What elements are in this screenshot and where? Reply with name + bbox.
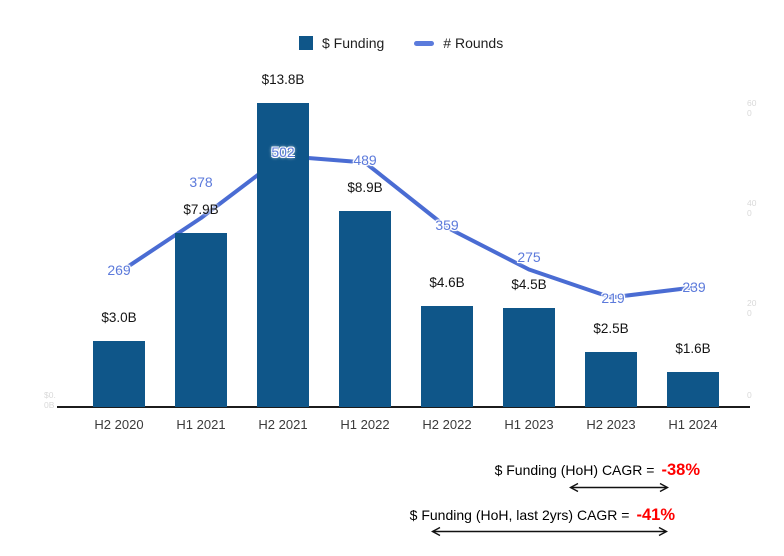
annotation-hoh-cagr-value: -38% — [661, 461, 700, 479]
funding-bar — [667, 371, 719, 407]
right-axis-tick: 0 — [747, 390, 752, 400]
x-axis-line — [57, 406, 750, 408]
legend-item-rounds: # Rounds — [414, 35, 503, 51]
rounds-point-label: 378 — [189, 174, 213, 190]
x-axis-label: H2 2020 — [94, 417, 144, 432]
legend-item-funding: $ Funding — [299, 35, 384, 51]
funding-bar-value-label: $13.8B — [261, 72, 305, 88]
funding-bar — [503, 308, 555, 407]
funding-bar-value-label: $3.0B — [101, 310, 137, 325]
funding-bar — [585, 352, 637, 407]
funding-bar — [93, 341, 145, 407]
funding-bar-value-label: $2.5B — [593, 321, 629, 336]
x-axis-label: H1 2022 — [340, 417, 390, 432]
legend-label-funding: $ Funding — [322, 35, 385, 51]
rounds-point-label: 502 — [271, 144, 295, 160]
funding-bar — [175, 233, 227, 407]
chart-legend: $ Funding # Rounds — [299, 35, 503, 51]
annotation-hoh-cagr: $ Funding (HoH) CAGR = -38% — [495, 461, 700, 480]
funding-bar — [421, 305, 473, 407]
rounds-swatch-icon — [414, 40, 435, 46]
funding-bar-value-label: $4.5B — [511, 277, 547, 292]
funding-bar — [339, 211, 391, 407]
funding-bar-value-label: $4.6B — [429, 274, 465, 290]
annotation-arrow-1 — [569, 482, 669, 493]
rounds-point-label: 489 — [353, 151, 377, 168]
annotation-hoh-2yr-cagr-label: $ Funding (HoH, last 2yrs) CAGR = — [409, 507, 630, 523]
x-axis-label: H2 2022 — [422, 417, 472, 432]
right-axis-tick: 400 — [747, 198, 757, 218]
funding-bar — [257, 103, 309, 407]
rounds-point-label: 239 — [682, 278, 706, 295]
rounds-point-label: 275 — [517, 248, 541, 265]
left-axis-tick: $0.0B — [44, 390, 56, 410]
rounds-point-label: 219 — [601, 289, 625, 306]
x-axis-label: H2 2021 — [258, 417, 308, 432]
x-axis-label: H1 2024 — [668, 417, 718, 432]
x-axis-label: H1 2023 — [504, 417, 554, 432]
rounds-point-label: 359 — [435, 216, 459, 233]
x-axis-label: H2 2023 — [586, 417, 636, 432]
funding-bar-value-label: $1.6B — [675, 340, 711, 356]
right-axis-tick: 600 — [747, 98, 757, 118]
annotation-arrow-2 — [431, 526, 668, 537]
legend-label-rounds: # Rounds — [443, 35, 504, 51]
rounds-point-label: 269 — [107, 261, 131, 278]
x-axis-label: H1 2021 — [176, 417, 226, 432]
annotation-hoh-2yr-cagr-value: -41% — [636, 506, 675, 524]
funding-bar-value-label: $7.9B — [183, 202, 219, 218]
funding-swatch-icon — [299, 36, 313, 50]
annotation-hoh-cagr-label: $ Funding (HoH) CAGR = — [494, 462, 655, 478]
right-axis-tick: 200 — [747, 298, 757, 318]
funding-bar-value-label: $8.9B — [347, 180, 383, 196]
annotation-hoh-2yr-cagr: $ Funding (HoH, last 2yrs) CAGR = -41% — [410, 506, 675, 525]
